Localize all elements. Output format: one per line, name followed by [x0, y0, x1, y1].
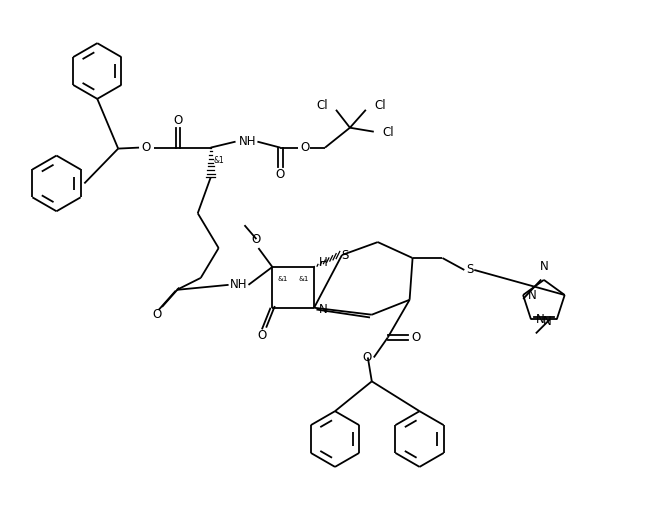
- Text: O: O: [411, 331, 420, 344]
- Text: S: S: [466, 264, 474, 277]
- Text: N: N: [543, 315, 552, 328]
- Text: O: O: [173, 114, 183, 127]
- Text: Cl: Cl: [382, 126, 393, 139]
- Text: O: O: [252, 233, 261, 245]
- Text: &1: &1: [213, 156, 224, 165]
- Text: NH: NH: [239, 135, 256, 148]
- Text: O: O: [301, 141, 310, 154]
- Text: O: O: [276, 168, 285, 181]
- Text: O: O: [362, 351, 372, 364]
- Text: O: O: [258, 329, 267, 342]
- Text: NH: NH: [229, 278, 248, 291]
- Text: N: N: [539, 260, 548, 273]
- Text: &1: &1: [299, 276, 309, 282]
- Text: O: O: [152, 308, 162, 321]
- Text: N: N: [319, 303, 328, 316]
- Text: N: N: [528, 289, 537, 302]
- Text: N: N: [536, 313, 545, 326]
- Text: &1: &1: [277, 276, 288, 282]
- Text: H: H: [319, 256, 328, 269]
- Text: Cl: Cl: [374, 99, 386, 112]
- Text: O: O: [142, 141, 151, 154]
- Text: Cl: Cl: [316, 99, 328, 112]
- Text: S: S: [342, 249, 349, 262]
